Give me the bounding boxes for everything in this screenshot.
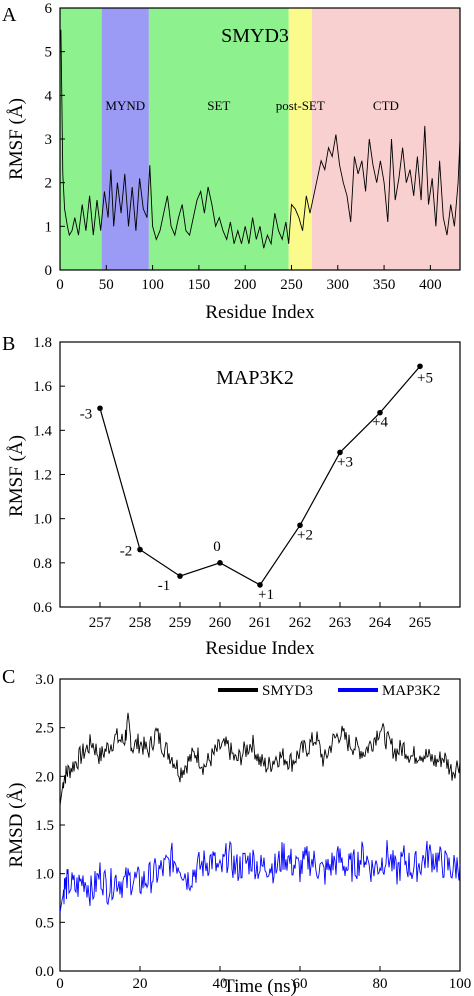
domain-band	[60, 8, 102, 270]
data-point	[217, 560, 223, 566]
chart-c-frame	[59, 678, 461, 972]
chart-a-ylabel: RMSF (Å)	[6, 98, 27, 180]
x-tick-label: 200	[234, 277, 257, 293]
data-point	[97, 405, 103, 412]
rmsd-line-smyd3	[59, 712, 461, 806]
y-tick-label: 0.6	[33, 600, 52, 616]
x-tick-label: 100	[449, 976, 472, 992]
y-tick-label: 2.0	[35, 769, 54, 785]
x-tick-label: 100	[141, 277, 164, 293]
panel-label-c: C	[2, 666, 15, 688]
data-point	[377, 409, 383, 416]
panel-a: A SMYD3 MYND SET post-SET CTD 0 50 100 150 200 2…	[2, 1, 461, 323]
data-point	[177, 573, 183, 579]
chart-b-ylabel: RMSF (Å)	[6, 435, 27, 517]
point-label: +4	[372, 415, 388, 431]
x-tick-label: 0	[56, 277, 64, 293]
y-tick-label: 5	[45, 45, 53, 61]
panel-b: B MAP3K2 -3 -2 -1 0 +1 +2 +3 +4 +5 257 258 259 260 2…	[2, 333, 461, 659]
y-tick-label: 3.0	[35, 672, 54, 688]
x-tick-label: 258	[129, 615, 152, 631]
point-label: +3	[337, 454, 353, 470]
y-tick-label: 0.5	[35, 915, 54, 931]
x-tick-label: 150	[188, 277, 211, 293]
x-tick-label: 260	[209, 615, 232, 631]
x-tick-label: 264	[369, 615, 392, 631]
y-tick-label: 2	[45, 176, 53, 192]
rmsf-line	[99, 365, 421, 586]
x-tick-label: 50	[99, 277, 114, 293]
y-tick-label: 2.5	[35, 721, 54, 737]
point-label: -1	[158, 578, 171, 594]
data-point	[337, 449, 343, 456]
domain-label: CTD	[373, 98, 399, 113]
chart-c-xlabel: Time (ns)	[223, 976, 297, 996]
domain-band	[101, 8, 149, 270]
domain-band	[148, 8, 289, 270]
chart-a-xlabel: Residue Index	[205, 302, 315, 323]
x-tick-label: 350	[373, 277, 396, 293]
y-tick-label: 0.0	[35, 964, 54, 980]
x-tick-label: 40	[213, 976, 228, 992]
y-tick-label: 0	[45, 263, 53, 279]
data-point	[137, 546, 143, 553]
legend-label: SMYD3	[262, 683, 313, 699]
domain-label: MYND	[105, 98, 145, 113]
x-tick-label: 261	[249, 615, 272, 631]
y-tick-label: 1.0	[33, 512, 52, 528]
y-tick-label: 3	[45, 132, 53, 148]
domain-label: post-SET	[276, 98, 325, 113]
x-tick-label: 257	[89, 615, 112, 631]
x-tick-label: 262	[289, 615, 312, 631]
rmsf-line	[60, 29, 461, 249]
data-point	[417, 363, 423, 370]
y-tick-label: 1.0	[35, 867, 54, 883]
y-tick-label: 6	[45, 1, 53, 17]
y-tick-label: 1.8	[33, 335, 52, 351]
y-tick-label: 1.4	[33, 423, 52, 439]
point-label: -2	[120, 544, 133, 560]
domain-label: SET	[207, 98, 230, 113]
chart-c-ylabel: RMSD (Å)	[6, 783, 27, 868]
point-label: 0	[213, 539, 221, 555]
chart-b-xlabel: Residue Index	[205, 638, 315, 659]
chart-a-title: SMYD3	[221, 25, 289, 47]
x-tick-label: 60	[293, 976, 308, 992]
point-label: -3	[80, 406, 93, 422]
rmsd-line-map3k2	[59, 840, 461, 913]
legend-label: MAP3K2	[382, 683, 440, 699]
y-tick-label: 1.5	[35, 818, 54, 834]
y-tick-label: 1.2	[33, 468, 52, 484]
point-label: +1	[258, 587, 274, 603]
y-tick-label: 1	[45, 219, 53, 235]
chart-b-title: MAP3K2	[216, 367, 294, 389]
panel-label-a: A	[2, 4, 17, 26]
x-tick-label: 300	[327, 277, 350, 293]
x-tick-label: 400	[419, 277, 442, 293]
y-tick-label: 1.6	[33, 379, 52, 395]
chart-c-legend: SMYD3 MAP3K2	[218, 683, 440, 699]
panel-label-b: B	[2, 333, 15, 355]
domain-band	[311, 8, 460, 270]
x-tick-label: 250	[280, 277, 303, 293]
point-label: +2	[297, 527, 313, 543]
x-tick-label: 0	[56, 976, 64, 992]
x-tick-label: 259	[169, 615, 192, 631]
data-point	[297, 522, 303, 529]
x-tick-label: 265	[409, 615, 432, 631]
x-tick-label: 20	[133, 976, 148, 992]
domain-band	[288, 8, 312, 270]
panel-c: C SMYD3 MAP3K2 0 20 40 60 80 100 0.0 0.5 1.0 1.5 2…	[2, 666, 471, 996]
data-point	[257, 582, 263, 588]
y-tick-label: 0.8	[33, 556, 52, 572]
y-tick-label: 4	[45, 88, 53, 104]
point-label: +5	[417, 370, 433, 386]
x-tick-label: 80	[373, 976, 388, 992]
x-tick-label: 263	[329, 615, 352, 631]
